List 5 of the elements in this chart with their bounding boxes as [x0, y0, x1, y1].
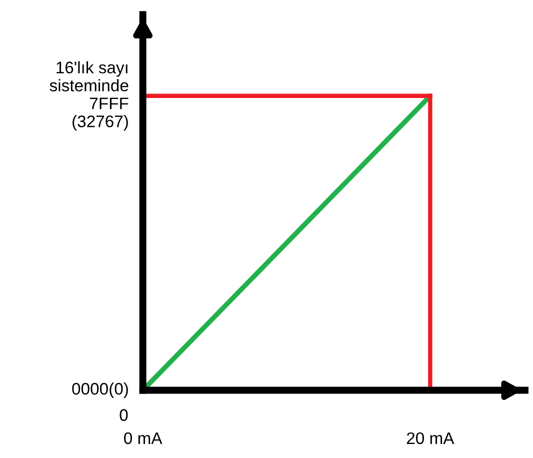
- annotation: 16'lık sayı sisteminde 7FFF (32767): [50, 61, 128, 131]
- x-tick-label: 20 mA: [406, 432, 454, 444]
- annotation: 0000(0): [72, 382, 128, 398]
- text: 0: [120, 409, 128, 421]
- x-tick-label: 0 mA: [124, 432, 162, 444]
